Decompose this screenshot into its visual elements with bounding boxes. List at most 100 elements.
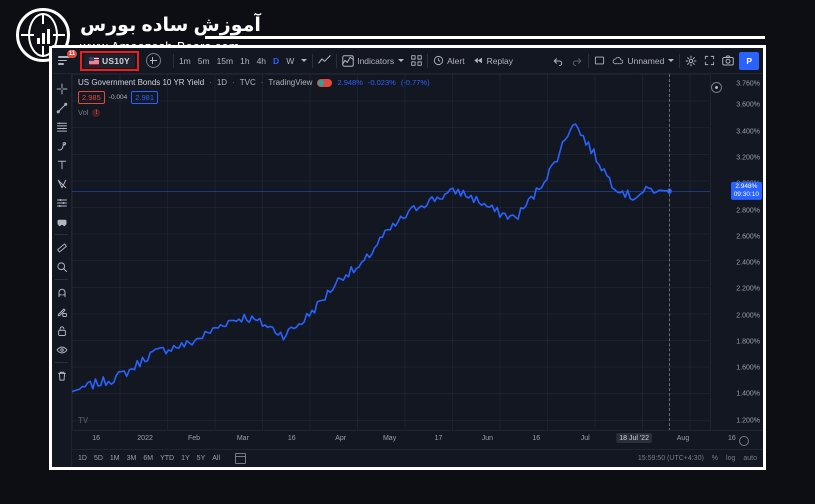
chart-gridlines	[72, 74, 711, 431]
fullscreen-icon[interactable]	[704, 55, 715, 66]
range-5d[interactable]: 5D	[93, 455, 103, 462]
legend-change-pct: (-0.77%)	[400, 78, 430, 87]
current-price-time: 09:30:10	[733, 191, 759, 199]
legend-title: US Government Bonds 10 YR Yield	[78, 78, 205, 87]
hamburger-menu-icon[interactable]: 11	[58, 49, 77, 68]
price-axis[interactable]: 3.760%3.600%3.400%3.200%3.000%2.800%2.60…	[710, 74, 763, 431]
time-axis-label: 2022	[137, 435, 153, 442]
undo-arrow-icon[interactable]	[552, 55, 564, 67]
lock-drawings-icon[interactable]	[53, 321, 71, 340]
current-price-tag: 2.948% 09:30:10	[730, 181, 762, 201]
log-scale-button[interactable]: log	[726, 455, 736, 462]
ruler-measure-icon[interactable]	[53, 238, 71, 257]
time-axis-label: 16	[287, 435, 296, 442]
emoji-sticker-icon[interactable]	[53, 212, 71, 231]
camera-icon[interactable]	[722, 55, 735, 66]
trend-line-icon[interactable]	[53, 98, 71, 117]
redo-arrow-icon[interactable]	[571, 55, 583, 67]
baseline-price-line	[72, 191, 711, 193]
magnet-icon[interactable]	[53, 283, 71, 302]
globe-chart-icon	[16, 8, 70, 62]
chart-legend: US Government Bonds 10 YR Yield · 1D · T…	[78, 78, 430, 117]
legend-interval[interactable]: 1D	[216, 78, 228, 87]
time-axis-label: Mar	[236, 435, 249, 442]
symbol-button[interactable]: US10Y	[84, 53, 135, 68]
zoom-magnifier-icon[interactable]	[53, 257, 71, 276]
fib-retracement-icon[interactable]	[53, 117, 71, 136]
plus-circle-icon[interactable]	[145, 53, 161, 68]
timeframe-15m[interactable]: 15m	[216, 55, 234, 66]
time-axis-label: 16	[532, 435, 541, 442]
layout-single-icon[interactable]	[594, 55, 605, 66]
legend-source: TradingView	[268, 78, 313, 87]
gear-icon[interactable]	[685, 55, 697, 67]
alert-label: Alert	[447, 55, 465, 66]
timeframe-w[interactable]: W	[286, 55, 295, 66]
chevron-down-icon[interactable]	[301, 59, 308, 62]
indicators-button[interactable]: Indicators	[342, 54, 405, 67]
current-price-value: 2.948%	[735, 182, 758, 190]
range-1y[interactable]: 1Y	[181, 455, 190, 462]
time-axis[interactable]: 16 2022 Feb Mar 16 Apr May 17 Jun 16 Jul 18 Jul '22…	[72, 430, 763, 449]
legend-close-value: 2.981	[131, 91, 158, 104]
legend-last-value: 2.948%	[337, 78, 363, 87]
crosshair-cursor-icon[interactable]	[53, 79, 71, 98]
time-axis-label: Aug	[676, 435, 690, 442]
price-scale-dot-icon[interactable]	[711, 82, 722, 93]
screenshot-frame: 11 US10Y 1m 5m 15m 1h 4h D W	[49, 45, 766, 470]
auto-scale-button[interactable]: auto	[743, 455, 757, 462]
timeframe-5m[interactable]: 5m	[197, 55, 210, 66]
timeframe-1h[interactable]: 1h	[240, 55, 250, 66]
range-3m[interactable]: 3M	[126, 455, 137, 462]
range-all[interactable]: All	[212, 455, 221, 462]
percent-scale-button[interactable]: %	[711, 455, 719, 462]
trash-remove-icon[interactable]	[53, 366, 71, 385]
legend-delta-value: -0.004	[108, 94, 128, 101]
legend-exchange: TVC	[239, 78, 256, 87]
toolbar-divider	[172, 53, 174, 68]
stay-in-drawing-mode-icon[interactable]	[53, 302, 71, 321]
chart-pane: US Government Bonds 10 YR Yield · 1D · T…	[72, 74, 763, 467]
grid-templates-icon[interactable]	[411, 55, 422, 66]
bottom-bar: 1D 5D 1M 3M 6M YTD 1Y 5Y All 15:59:50 (U…	[72, 449, 763, 467]
range-1m[interactable]: 1M	[109, 455, 120, 462]
clock-icon[interactable]	[739, 436, 749, 446]
price-axis-label: 1.400%	[736, 390, 760, 398]
chevron-down-icon[interactable]	[668, 59, 675, 62]
toolbar-divider	[336, 53, 338, 68]
time-axis-label: Jul	[580, 435, 590, 442]
range-6m[interactable]: 6M	[143, 455, 154, 462]
replay-button[interactable]: Replay	[473, 55, 513, 66]
chevron-down-icon[interactable]	[398, 59, 405, 62]
price-axis-label: 2.800%	[736, 207, 760, 215]
tool-divider	[55, 234, 68, 235]
brush-icon[interactable]	[53, 136, 71, 155]
publish-button[interactable]: P	[739, 51, 759, 70]
visibility-toggle-icon[interactable]	[317, 78, 333, 87]
toolbar-divider	[427, 53, 429, 68]
brand-divider-line	[205, 36, 765, 39]
timeframe-d[interactable]: D	[273, 55, 280, 66]
price-axis-label: 1.600%	[736, 364, 760, 372]
text-tool-icon[interactable]	[53, 155, 71, 174]
tool-divider	[55, 362, 68, 363]
warning-icon[interactable]: !	[92, 108, 101, 117]
time-axis-label: 17	[434, 435, 443, 442]
range-5y[interactable]: 5Y	[196, 455, 206, 462]
hide-drawings-eye-icon[interactable]	[53, 340, 71, 359]
line-chart-icon[interactable]	[318, 54, 331, 67]
price-axis-label: 3.200%	[736, 154, 760, 162]
timeframe-1m[interactable]: 1m	[178, 55, 191, 66]
price-axis-label: 3.400%	[736, 128, 760, 136]
legend-sep: ·	[209, 78, 212, 87]
chart-plot-area[interactable]: US Government Bonds 10 YR Yield · 1D · T…	[72, 74, 711, 431]
range-1d[interactable]: 1D	[78, 455, 87, 462]
time-axis-label: Apr	[335, 435, 347, 442]
alert-button[interactable]: Alert	[433, 55, 465, 66]
range-ytd[interactable]: YTD	[160, 455, 175, 462]
layout-name-button[interactable]: Unnamed	[612, 56, 675, 66]
calendar-icon[interactable]	[235, 453, 247, 464]
timeframe-4h[interactable]: 4h	[256, 55, 267, 66]
forecast-measure-icon[interactable]	[53, 193, 71, 212]
pattern-tool-icon[interactable]	[53, 174, 71, 193]
